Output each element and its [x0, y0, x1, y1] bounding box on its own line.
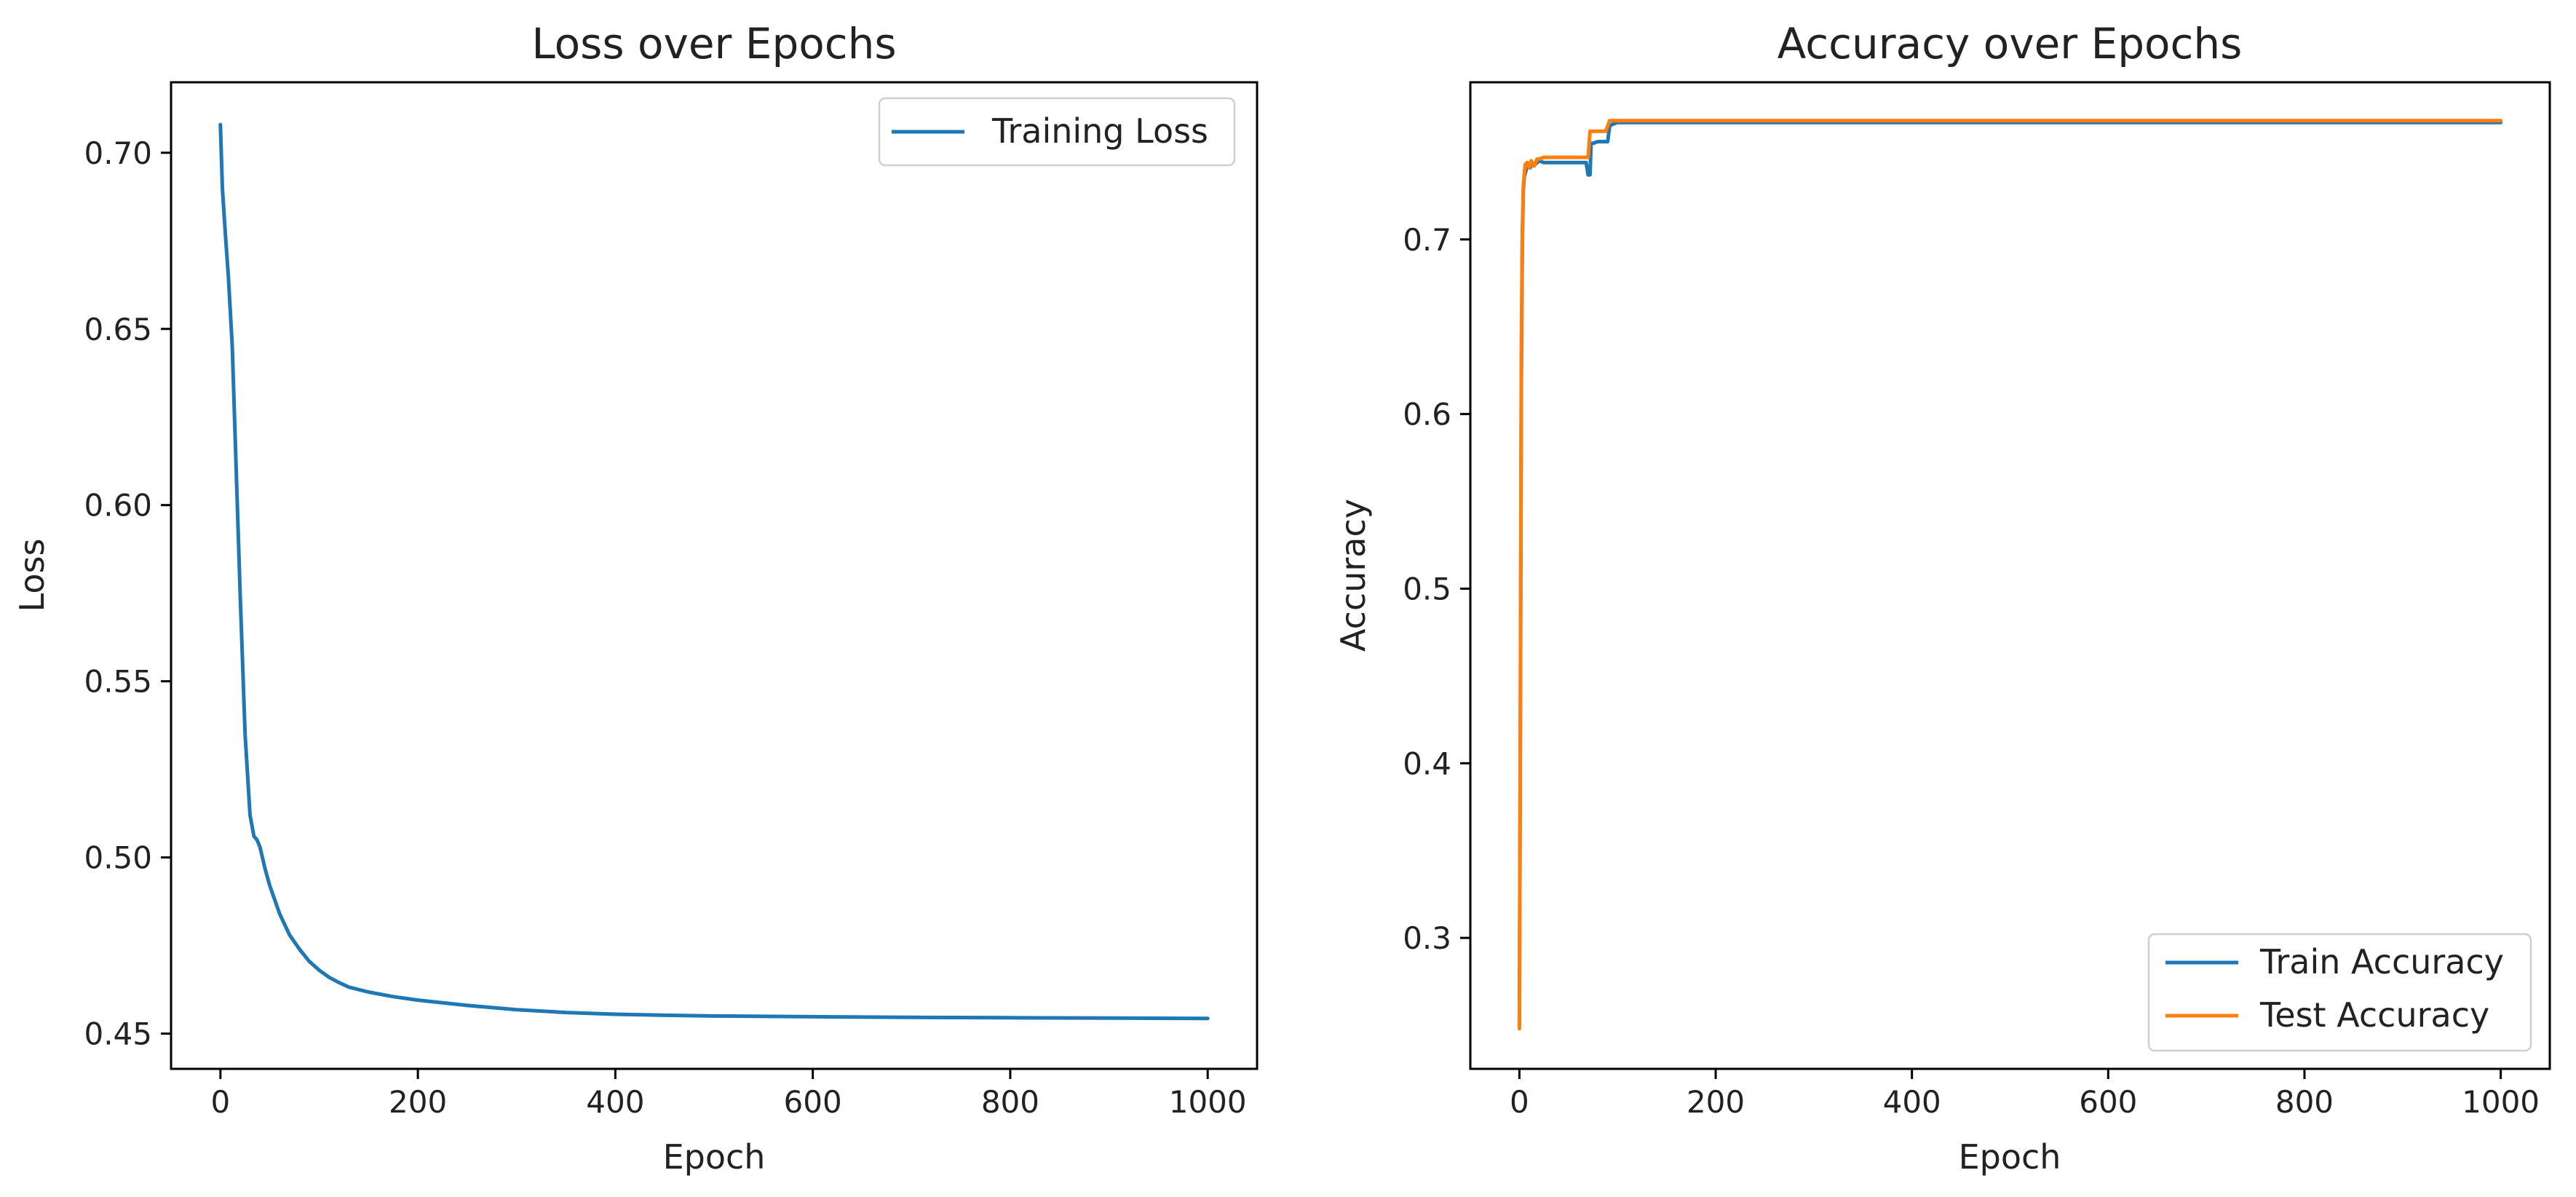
x-tick-label: 200	[1687, 1084, 1745, 1120]
chart-title: Accuracy over Epochs	[1778, 19, 2243, 68]
legend-box	[2147, 933, 2532, 1052]
y-tick-label: 0.5	[1403, 571, 1451, 607]
y-tick-label: 0.65	[84, 312, 152, 347]
series-line-test-accuracy	[1517, 119, 2503, 1031]
legend-label-test-accuracy: Test Accuracy	[2259, 995, 2489, 1035]
plot-lines	[1517, 119, 2503, 1031]
x-tick-label: 800	[2275, 1084, 2334, 1120]
y-axis-label: Accuracy	[1333, 499, 1373, 652]
loss-chart-panel: Loss over Epochs 0 200 400 600 800 1000 0.450…	[12, 19, 1259, 1177]
x-tick-label: 200	[389, 1084, 447, 1120]
y-axis-ticks: 0.3 0.4 0.5 0.6 0.7	[1403, 222, 1470, 956]
accuracy-chart-panel: Accuracy over Epochs 0 200 400 600 800 1000 0…	[1333, 19, 2551, 1177]
plot-frame	[1469, 81, 2551, 1070]
series-line-train-accuracy	[1517, 120, 2503, 1027]
x-tick-label: 1000	[1169, 1084, 1247, 1120]
x-tick-label: 1000	[2462, 1084, 2540, 1120]
y-axis-label: Loss	[12, 539, 52, 612]
y-tick-label: 0.45	[84, 1016, 152, 1052]
x-tick-label: 600	[784, 1084, 842, 1120]
y-tick-label: 0.3	[1403, 920, 1451, 956]
x-tick-label: 0	[1510, 1084, 1529, 1120]
x-tick-label: 600	[2079, 1084, 2137, 1120]
legend-label-train-accuracy: Train Accuracy	[2259, 942, 2504, 981]
x-tick-label: 0	[210, 1084, 230, 1120]
legend-box	[878, 97, 1236, 167]
y-tick-label: 0.60	[84, 488, 152, 524]
plot-lines	[218, 122, 1210, 1021]
legend-label-training-loss: Training Loss	[991, 111, 1208, 151]
legend: Train Accuracy Test Accuracy	[2147, 933, 2532, 1052]
y-tick-label: 0.6	[1403, 397, 1451, 432]
series-line-training-loss	[218, 122, 1210, 1021]
y-tick-label: 0.50	[84, 840, 152, 876]
x-axis-ticks: 0 200 400 600 800 1000	[210, 1069, 1247, 1120]
y-tick-label: 0.7	[1403, 222, 1451, 258]
chart-title: Loss over Epochs	[531, 19, 896, 68]
x-axis-ticks: 0 200 400 600 800 1000	[1510, 1069, 2540, 1120]
x-tick-label: 400	[1883, 1084, 1941, 1120]
x-tick-label: 800	[981, 1084, 1039, 1120]
legend: Training Loss	[878, 97, 1236, 167]
x-axis-label: Epoch	[1959, 1137, 2061, 1177]
y-tick-label: 0.55	[84, 664, 152, 700]
x-tick-label: 400	[586, 1084, 644, 1120]
y-axis-ticks: 0.45 0.50 0.55 0.60 0.65 0.70	[84, 135, 171, 1052]
plot-frame	[170, 81, 1259, 1070]
y-tick-label: 0.70	[84, 135, 152, 171]
y-tick-label: 0.4	[1403, 746, 1451, 781]
x-axis-label: Epoch	[663, 1137, 766, 1177]
